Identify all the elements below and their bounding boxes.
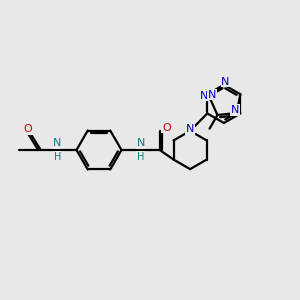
Text: O: O [24, 124, 32, 134]
Text: N: N [221, 77, 230, 87]
Text: O: O [162, 123, 171, 133]
Text: H: H [54, 152, 61, 162]
Text: H: H [137, 152, 144, 162]
Text: N: N [53, 138, 61, 148]
Text: N: N [136, 138, 145, 148]
Text: N: N [208, 89, 216, 100]
Text: N: N [186, 124, 194, 134]
Text: N: N [200, 91, 208, 101]
Text: N: N [231, 105, 239, 115]
